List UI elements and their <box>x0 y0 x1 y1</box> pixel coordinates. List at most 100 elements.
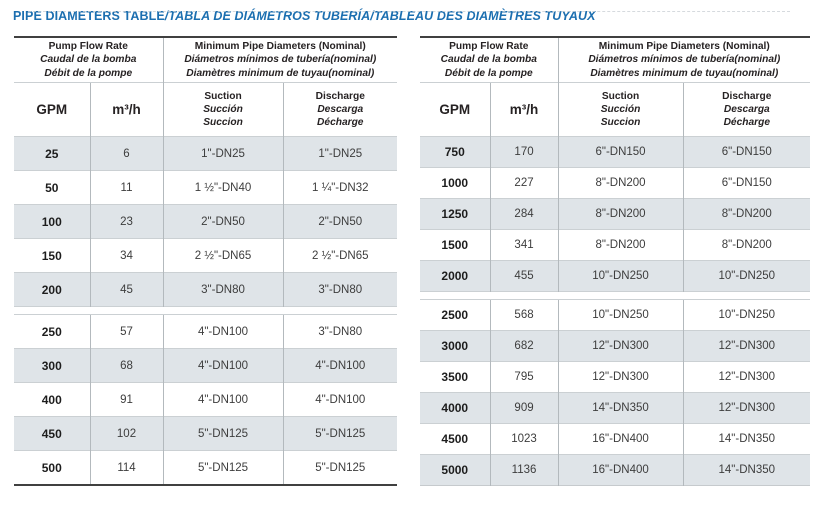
header-line-es: Caudal de la bomba <box>40 54 137 66</box>
col-header-line-fr: Décharge <box>317 117 364 129</box>
header-line-es: Caudal de la bomba <box>440 54 537 66</box>
table-row: 300 68 4"-DN100 4"-DN100 <box>14 348 398 383</box>
section-gap-cell <box>14 306 398 315</box>
cell-suction: 6"-DN150 <box>557 136 684 168</box>
table-row: 200 45 3"-DN80 3"-DN80 <box>14 272 398 307</box>
col-header-line-fr: Décharge <box>723 117 770 129</box>
section-gap-cell <box>420 291 811 300</box>
cell-suction: 12"-DN300 <box>557 361 684 393</box>
table-row: 1250 284 8"-DN200 8"-DN200 <box>420 198 811 230</box>
header-line-es: Diámetros mínimos de tubería(nominal) <box>184 54 377 66</box>
cell-suction: 3"-DN80 <box>162 272 284 307</box>
cell-m3h: 68 <box>89 348 164 383</box>
col-header-m3h: m³/h <box>89 82 164 137</box>
cell-discharge: 1 ¼"-DN32 <box>282 170 398 205</box>
cell-suction: 10"-DN250 <box>557 299 684 331</box>
header-line-fr: Débit de la pompe <box>44 67 133 79</box>
cell-gpm: 450 <box>14 416 90 451</box>
cell-discharge: 14"-DN350 <box>682 454 811 486</box>
col-header-line-fr: Succion <box>203 117 243 129</box>
table-row: 500 114 5"-DN125 5"-DN125 <box>14 450 398 485</box>
header-group-row: Pump Flow Rate Caudal de la bomba Débit … <box>420 37 811 83</box>
col-header-discharge: Discharge Descarga Décharge <box>682 82 811 137</box>
cell-suction: 4"-DN100 <box>162 348 284 383</box>
table-row: 3000 682 12"-DN300 12"-DN300 <box>420 330 811 362</box>
col-header-line-es: Succión <box>600 103 641 115</box>
table-section-1: 25 6 1"-DN25 1"-DN25 50 11 1 ½"-DN40 1 ¼"-DN32 1… <box>14 136 398 307</box>
page-title-translations: /TABLA DE DIÁMETROS TUBERÍA/TABLEAU DES … <box>164 9 596 23</box>
header-line-fr: Diamètres minimum de tuyau(nominal) <box>186 67 375 79</box>
header-line-fr: Diamètres minimum de tuyau(nominal) <box>590 67 779 79</box>
cell-m3h: 34 <box>89 238 164 273</box>
cell-discharge: 8"-DN200 <box>682 198 811 230</box>
page-title: PIPE DIAMETERS TABLE/TABLA DE DIÁMETROS … <box>13 9 817 23</box>
cell-m3h: 795 <box>489 361 559 393</box>
cell-discharge: 10"-DN250 <box>682 299 811 331</box>
pipe-table-high-flow: Pump Flow Rate Caudal de la bomba Débit … <box>420 36 811 486</box>
header-columns-row: GPM m³/h Suction Succión Succion Dischar… <box>14 82 398 137</box>
cell-discharge: 12"-DN300 <box>682 330 811 362</box>
page-top-crop-line <box>28 11 790 12</box>
header-line-en: Minimum Pipe Diameters (Nominal) <box>598 41 770 53</box>
cell-suction: 4"-DN100 <box>162 382 284 417</box>
cell-m3h: 45 <box>89 272 164 307</box>
cell-m3h: 6 <box>89 136 164 171</box>
table-header: Pump Flow Rate Caudal de la bomba Débit … <box>14 37 398 137</box>
cell-discharge: 4"-DN100 <box>282 348 398 383</box>
col-header-m3h: m³/h <box>489 82 559 137</box>
cell-discharge: 5"-DN125 <box>282 450 398 485</box>
pipe-table-low-flow: Pump Flow Rate Caudal de la bomba Débit … <box>14 36 398 486</box>
cell-discharge: 14"-DN350 <box>682 423 811 455</box>
header-line-en: Pump Flow Rate <box>449 41 529 53</box>
cell-m3h: 11 <box>89 170 164 205</box>
cell-gpm: 2000 <box>420 260 491 292</box>
header-line-fr: Débit de la pompe <box>444 67 533 79</box>
table-section-2: 250 57 4"-DN100 3"-DN80 300 68 4"-DN100 4"-DN10… <box>14 314 398 485</box>
col-header-line-fr: Succion <box>600 117 641 129</box>
cell-gpm: 4500 <box>420 423 491 455</box>
table-header: Pump Flow Rate Caudal de la bomba Débit … <box>420 37 811 137</box>
cell-m3h: 114 <box>89 450 164 485</box>
col-header-line-es: Descarga <box>723 103 770 115</box>
cell-gpm: 1500 <box>420 229 491 261</box>
cell-gpm: 3000 <box>420 330 491 362</box>
cell-discharge: 2 ½"-DN65 <box>282 238 398 273</box>
col-header-line-es: Succión <box>203 103 243 115</box>
cell-gpm: 750 <box>420 136 491 168</box>
col-header-line-en: Suction <box>601 90 640 102</box>
section-gap-row <box>420 291 811 300</box>
cell-m3h: 568 <box>489 299 559 331</box>
cell-m3h: 682 <box>489 330 559 362</box>
header-min-pipe-diameters: Minimum Pipe Diameters (Nominal) Diámetr… <box>557 37 811 83</box>
col-header-gpm: GPM <box>14 82 90 137</box>
table-section-1: 750 170 6"-DN150 6"-DN150 1000 227 8"-DN200 6"-… <box>420 136 811 292</box>
section-gap <box>420 291 811 300</box>
cell-discharge: 6"-DN150 <box>682 167 811 199</box>
cell-suction: 8"-DN200 <box>557 229 684 261</box>
header-line-en: Minimum Pipe Diameters (Nominal) <box>194 41 366 53</box>
cell-m3h: 284 <box>489 198 559 230</box>
page-title-main: PIPE DIAMETERS TABLE <box>13 9 165 23</box>
cell-suction: 1 ½"-DN40 <box>162 170 284 205</box>
col-header-line-en: Discharge <box>315 90 365 102</box>
cell-suction: 4"-DN100 <box>162 314 284 349</box>
col-header-discharge: Discharge Descarga Décharge <box>282 82 398 137</box>
section-gap <box>14 306 398 315</box>
cell-gpm: 400 <box>14 382 90 417</box>
header-line-es: Diámetros mínimos de tubería(nominal) <box>588 54 781 66</box>
cell-gpm: 50 <box>14 170 90 205</box>
cell-m3h: 170 <box>489 136 559 168</box>
tables-container: Pump Flow Rate Caudal de la bomba Débit … <box>14 36 817 486</box>
cell-discharge: 3"-DN80 <box>282 272 398 307</box>
cell-discharge: 8"-DN200 <box>682 229 811 261</box>
cell-suction: 10"-DN250 <box>557 260 684 292</box>
table-row: 750 170 6"-DN150 6"-DN150 <box>420 136 811 168</box>
cell-discharge: 6"-DN150 <box>682 136 811 168</box>
header-pump-flow-rate: Pump Flow Rate Caudal de la bomba Débit … <box>420 37 558 83</box>
cell-m3h: 227 <box>489 167 559 199</box>
table-row: 3500 795 12"-DN300 12"-DN300 <box>420 361 811 393</box>
cell-discharge: 5"-DN125 <box>282 416 398 451</box>
cell-suction: 8"-DN200 <box>557 198 684 230</box>
cell-gpm: 300 <box>14 348 90 383</box>
cell-gpm: 4000 <box>420 392 491 424</box>
